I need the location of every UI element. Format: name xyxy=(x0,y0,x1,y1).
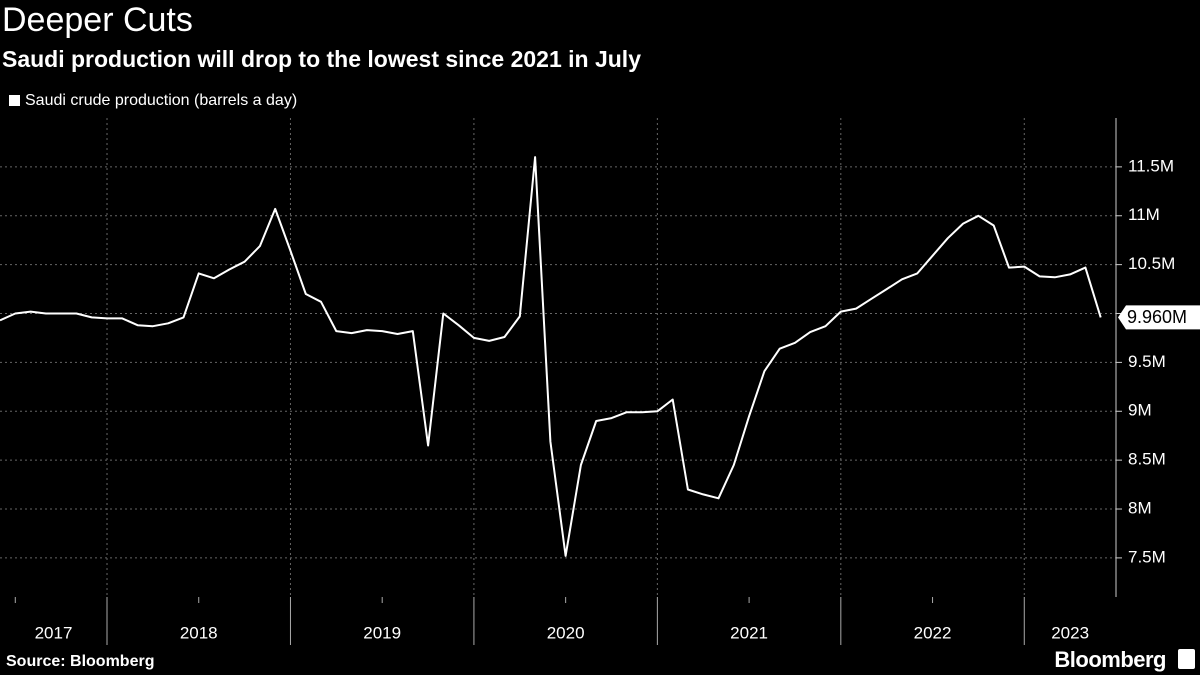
y-tick-label: 9.5M xyxy=(1128,352,1166,371)
y-tick-label: 9M xyxy=(1128,401,1152,420)
value-label: 9.960M xyxy=(1127,307,1187,327)
logo-icon xyxy=(1178,649,1195,669)
x-tick-label: 2017 xyxy=(35,623,73,642)
x-tick-label: 2020 xyxy=(547,623,585,642)
y-tick-label: 10.5M xyxy=(1128,254,1175,273)
y-tick-label: 11.5M xyxy=(1128,156,1174,175)
y-tick-label: 8M xyxy=(1128,499,1152,518)
chart-title: Deeper Cuts xyxy=(2,1,193,39)
source: Source: Bloomberg xyxy=(6,653,154,670)
line xyxy=(0,156,1102,557)
y-tick-label: 11M xyxy=(1128,205,1160,224)
logo: Bloomberg xyxy=(1054,647,1166,672)
y-tick-label: 7.5M xyxy=(1128,547,1166,566)
y-tick-label: 8.5M xyxy=(1128,450,1166,469)
x-tick-label: 2021 xyxy=(730,623,768,642)
x-tick-label: 2019 xyxy=(363,623,401,642)
x-tick-label: 2022 xyxy=(914,623,952,642)
legend-label: Saudi crude production (barrels a day) xyxy=(25,92,297,109)
x-tick-label: 2023 xyxy=(1051,623,1089,642)
value-label-box xyxy=(1118,305,1200,330)
chart-subtitle: Saudi production will drop to the lowest… xyxy=(2,46,641,72)
legend-swatch xyxy=(9,95,20,106)
x-tick-label: 2018 xyxy=(180,623,218,642)
